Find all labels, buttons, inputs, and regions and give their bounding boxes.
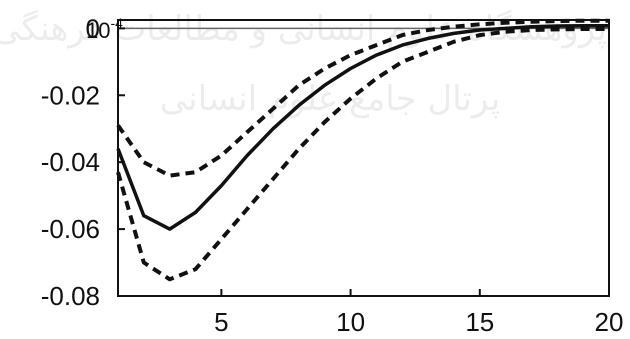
y-scale-base: 10 <box>86 18 110 43</box>
y-axis-ticks: 0 -0.02 -0.04 -0.06 -0.08 <box>41 13 125 311</box>
y-tick-label: -0.02 <box>41 80 100 110</box>
confidence-band-line-1 <box>116 18 609 178</box>
y-scale-exponent: -4 <box>110 15 123 31</box>
plot-frame <box>117 19 610 297</box>
confidence-band-line-2 <box>116 27 609 282</box>
x-axis-ticks: 5 10 15 20 <box>214 289 623 337</box>
y-scale-multiplier: 10-4 <box>86 15 123 43</box>
x-tick-label: 20 <box>595 307 624 337</box>
y-tick-label: -0.08 <box>41 281 100 311</box>
x-tick-label: 15 <box>465 307 494 337</box>
x-tick-label: 10 <box>336 307 365 337</box>
impulse-response-line <box>116 23 609 231</box>
y-tick-label: -0.04 <box>41 147 100 177</box>
y-tick-label: -0.06 <box>41 214 100 244</box>
x-tick-label: 5 <box>214 307 228 337</box>
svg-text:پرتال جامع علوم انسانی: پرتال جامع علوم انسانی <box>160 79 500 119</box>
series-layer <box>116 18 609 282</box>
y-tick-label: 0 <box>86 13 100 43</box>
svg-text:10-4: 10-4 <box>86 15 123 43</box>
